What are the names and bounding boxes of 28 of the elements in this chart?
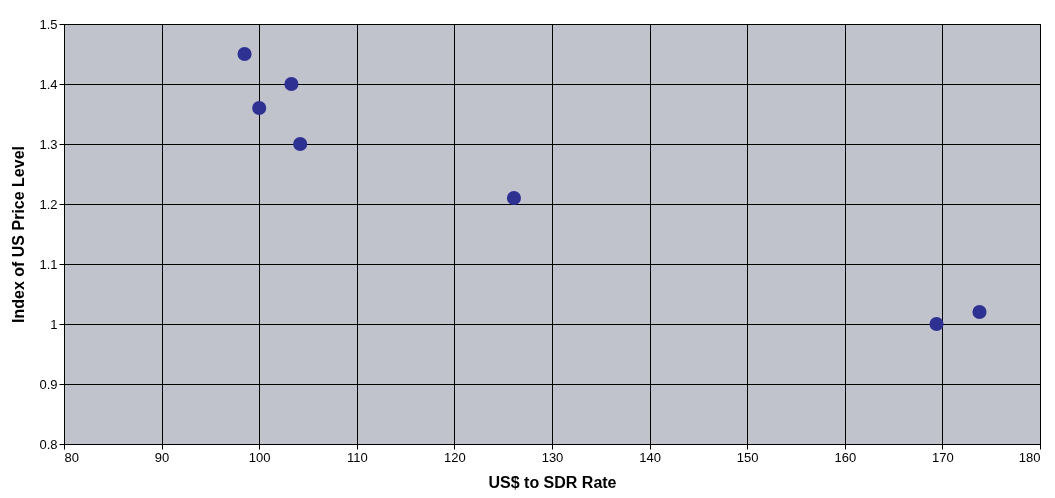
y-tick-label: 1.2 <box>39 196 58 212</box>
y-tick-label: 0.9 <box>39 376 58 392</box>
point <box>293 136 308 152</box>
point <box>972 304 987 320</box>
x-tick-label: 100 <box>248 449 271 465</box>
x-tick-label: 90 <box>154 449 170 465</box>
point <box>284 76 299 92</box>
x-tick-label: 160 <box>834 449 857 465</box>
y-tick-label: 1.1 <box>39 256 58 272</box>
point <box>506 190 522 206</box>
x-tick-label: 80 <box>64 449 79 465</box>
point <box>929 316 944 332</box>
x-tick-label: 130 <box>541 449 564 465</box>
y-axis-title: Index of US Price Level <box>10 146 28 323</box>
x-tick-label: 170 <box>932 449 954 465</box>
x-tick-label: 110 <box>346 449 368 465</box>
x-tick-label: 180 <box>1018 449 1041 465</box>
x-tick-label: 150 <box>736 449 759 465</box>
y-tick-label: 1 <box>50 316 58 332</box>
y-tick-label: 1.5 <box>39 16 58 32</box>
x-axis-title: US$ to SDR Rate <box>488 473 617 491</box>
x-tick-label: 140 <box>639 449 661 465</box>
y-tick-label: 0.8 <box>39 436 58 452</box>
y-tick-label: 1.3 <box>39 136 58 152</box>
x-tick-label: 120 <box>444 449 466 465</box>
point <box>237 46 252 62</box>
point <box>252 100 267 116</box>
y-tick-label: 1.4 <box>39 76 58 92</box>
